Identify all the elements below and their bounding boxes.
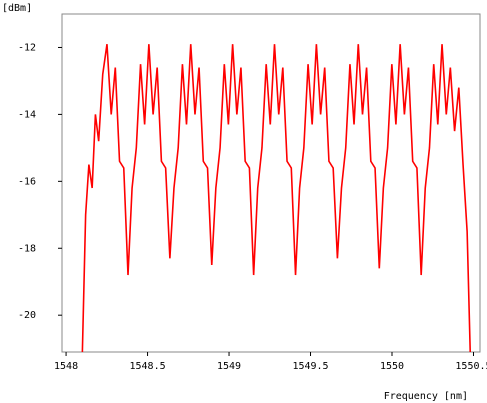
x-tick-label: 1548.5 <box>129 361 165 372</box>
y-tick-label: -18 <box>18 243 36 254</box>
x-tick-label: 1550.5 <box>455 361 487 372</box>
x-tick-label: 1549 <box>217 361 241 372</box>
x-axis-label: Frequency [nm] <box>384 391 468 402</box>
series-line <box>81 44 472 353</box>
x-tick-label: 1550 <box>380 361 404 372</box>
y-tick-label: -12 <box>18 42 36 53</box>
y-tick-label: -14 <box>18 109 36 120</box>
y-tick-label: -20 <box>18 310 36 321</box>
x-tick-label: 1549.5 <box>292 361 328 372</box>
x-tick-label: 1548 <box>54 361 78 372</box>
plot-frame <box>61 13 481 353</box>
y-axis-label: [dBm] <box>2 3 32 14</box>
y-tick-label: -16 <box>18 176 36 187</box>
